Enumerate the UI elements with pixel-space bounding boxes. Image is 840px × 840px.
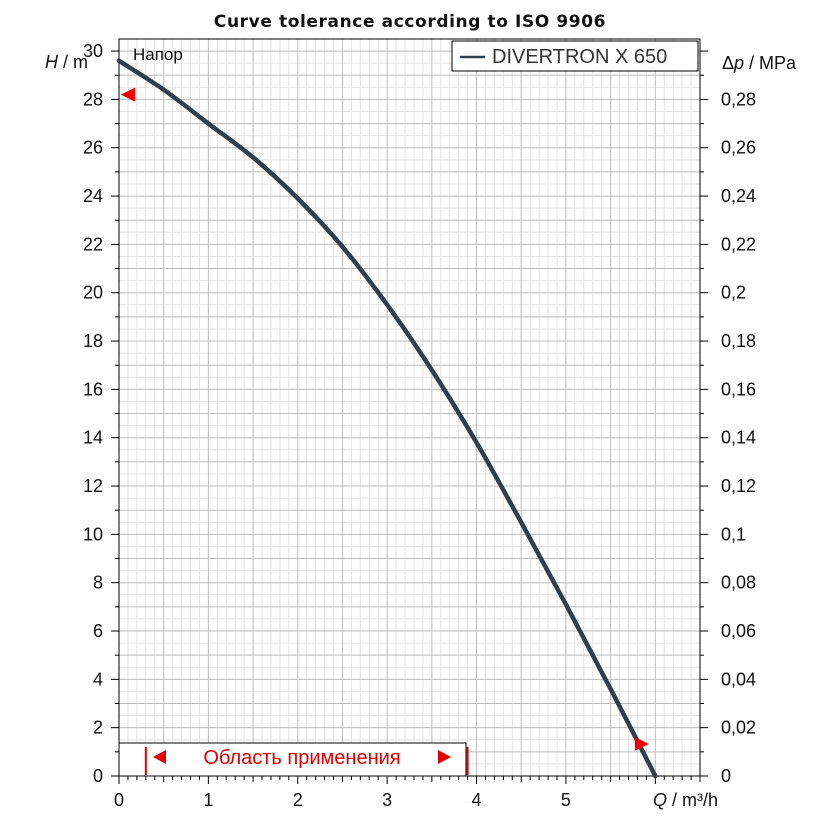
chart-title: Curve tolerance according to ISO 9906 (214, 12, 606, 32)
series-line-divertron (116, 58, 658, 779)
y2-tick-label: 0,16 (721, 379, 756, 399)
y-tick-label: 16 (83, 379, 103, 399)
y2-tick-label: 0,12 (721, 476, 756, 496)
y-axis-label: H / m (45, 52, 88, 72)
major-gridlines (119, 39, 700, 776)
y-tick-label: 2 (93, 718, 103, 738)
x-tick-label: 0 (114, 790, 124, 810)
y2-tick-label: 0,06 (721, 621, 756, 641)
y2-tick-label: 0,18 (721, 331, 756, 351)
y-tick-label: 14 (83, 428, 103, 448)
y2-tick-label: 0,08 (721, 573, 756, 593)
tolerance-marker-flow (634, 737, 649, 751)
x-axis-variable: Q (653, 790, 667, 810)
y2-tick-label: 0,02 (721, 718, 756, 738)
x-tick-label: 2 (293, 790, 303, 810)
y-tick-label: 6 (93, 621, 103, 641)
y-tick-label: 8 (93, 573, 103, 593)
application-range-left-arrow (153, 750, 166, 764)
y-axis-variable: H (45, 52, 59, 72)
application-range: Область применения (118, 742, 469, 777)
y2-tick-label: 0,22 (721, 234, 756, 254)
y-tick-label: 26 (83, 138, 103, 158)
y2-axis-variable: p (733, 53, 744, 73)
x-axis-label: Q / m³/h (653, 790, 718, 810)
minor-gridlines (119, 39, 700, 776)
y2-tick-label: 0,04 (721, 669, 756, 689)
y-tick-label: 10 (83, 524, 103, 544)
y2-tick-label: 0,1 (721, 524, 746, 544)
y-tick-label: 18 (83, 331, 103, 351)
y2-axis-unit: / MPa (744, 53, 797, 73)
y2-tick-label: 0,24 (721, 186, 756, 206)
y-axis-unit: / m (58, 52, 88, 72)
y-tick-label: 20 (83, 283, 103, 303)
legend-box (451, 40, 699, 72)
legend: DIVERTRON X 650 (451, 40, 699, 72)
y2-axis-prefix: Δ (722, 53, 734, 73)
y2-tick-label: 0,28 (721, 89, 756, 109)
y-tick-label: 28 (83, 89, 103, 109)
right-axis-ticks: 0 0,02 0,04 0,06 0,08 0,1 0,12 0,14 0,16 0,18 0,2 0… (700, 50, 756, 786)
y-tick-label: 30 (83, 41, 103, 61)
y2-tick-label: 0 (721, 766, 731, 786)
y2-tick-label: 0,14 (721, 428, 756, 448)
bottom-axis-ticks: 0 1 2 3 4 5 (114, 776, 701, 810)
curve-label: Напор (133, 45, 183, 64)
application-range-label: Область применения (203, 747, 400, 769)
x-tick-label: 1 (203, 790, 213, 810)
y-tick-label: 24 (83, 186, 103, 206)
application-range-right-arrow (438, 750, 451, 764)
x-axis-unit: / m³/h (667, 790, 718, 810)
legend-series-name: DIVERTRON X 650 (492, 46, 667, 68)
application-range-box (118, 742, 467, 777)
y2-tick-label: 0,26 (721, 138, 756, 158)
x-tick-label: 5 (561, 790, 571, 810)
y-tick-label: 12 (83, 476, 103, 496)
y-tick-label: 22 (83, 234, 103, 254)
y2-tick-label: 0,2 (721, 283, 746, 303)
y-tick-label: 0 (93, 766, 103, 786)
tolerance-marker-head (121, 87, 135, 102)
y-tick-label: 4 (93, 669, 103, 689)
x-tick-label: 4 (472, 790, 482, 810)
x-tick-label: 3 (382, 790, 392, 810)
y2-axis-label: Δp / MPa (722, 53, 797, 73)
